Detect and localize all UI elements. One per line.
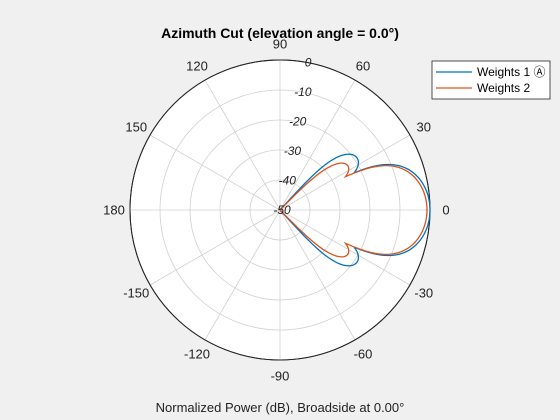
angle-tick-label: -90 xyxy=(271,369,290,384)
angle-tick-label: 0 xyxy=(442,203,449,218)
legend-entry: Weights 1 Ⓐ xyxy=(477,65,545,79)
angle-grid-spoke xyxy=(279,79,356,211)
radial-tick-label: -10 xyxy=(294,85,312,99)
radial-tick-labels: 0 -10 -20 -30 -40 -50 xyxy=(273,55,312,217)
radial-tick-label: -50 xyxy=(273,203,291,217)
angle-tick-label: 180 xyxy=(103,203,125,218)
angle-grid-spoke xyxy=(204,209,281,341)
radial-tick-label: -30 xyxy=(284,144,302,158)
legend-entry: Weights 2 xyxy=(477,81,530,95)
angle-tick-label: 150 xyxy=(125,120,147,135)
radial-tick-label: -40 xyxy=(279,173,297,187)
series-line xyxy=(279,162,428,258)
angle-grid-spoke xyxy=(279,209,356,341)
angle-tick-label: 60 xyxy=(356,59,370,74)
series-line xyxy=(279,153,431,267)
angle-grid-spoke xyxy=(149,134,281,211)
angle-tick-label: -120 xyxy=(184,346,210,361)
angle-tick-label: 120 xyxy=(186,59,208,74)
radial-tick-label: -20 xyxy=(289,114,307,128)
legend-box xyxy=(431,60,551,100)
angle-grid-spoke xyxy=(204,79,281,211)
angle-tick-label: -30 xyxy=(414,286,433,301)
angle-tick-label: -150 xyxy=(123,286,149,301)
angle-tick-label: -60 xyxy=(354,346,373,361)
chart-title: Azimuth Cut (elevation angle = 0.0°) xyxy=(161,25,399,41)
bottom-axis-label: Normalized Power (dB), Broadside at 0.00… xyxy=(156,400,405,415)
angle-grid-spoke xyxy=(149,209,281,286)
angle-tick-label: 30 xyxy=(417,120,431,135)
angle-tick-label: 90 xyxy=(273,37,287,52)
series-lines xyxy=(279,153,431,267)
angle-tick-labels: 0 30 60 90 120 150 180 -150 -120 -90 -60 -30 xyxy=(103,37,449,384)
angle-grid-spoke xyxy=(279,209,411,286)
angle-grid-spoke xyxy=(279,134,411,211)
radial-tick-label: 0 xyxy=(305,55,312,69)
legend[interactable]: Weights 1 Ⓐ Weights 2 xyxy=(431,60,551,100)
